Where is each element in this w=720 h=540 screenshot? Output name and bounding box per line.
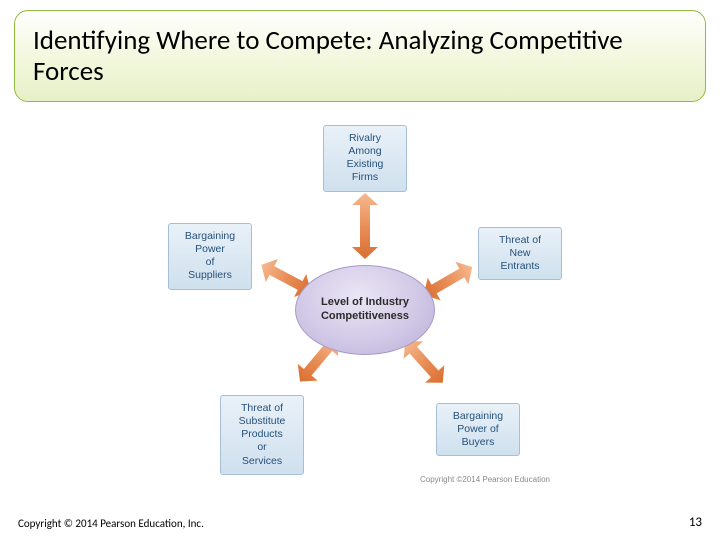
force-entrants: Threat ofNewEntrants: [478, 227, 562, 280]
footer-copyright: Copyright © 2014 Pearson Education, Inc.: [18, 517, 204, 530]
force-label: Threat ofNewEntrants: [499, 234, 541, 272]
force-buyers: BargainingPower ofBuyers: [436, 403, 520, 456]
force-label: Threat ofSubstituteProductsorServices: [239, 402, 286, 467]
diagram-copyright: Copyright ©2014 Pearson Education: [420, 475, 550, 484]
slide-title-box: Identifying Where to Compete: Analyzing …: [14, 10, 706, 102]
force-suppliers: BargainingPowerofSuppliers: [168, 223, 252, 290]
force-label: RivalryAmongExistingFirms: [347, 132, 384, 183]
arrow-rivalry: [352, 193, 378, 259]
center-label: Level of IndustryCompetitiveness: [321, 296, 409, 324]
slide-title: Identifying Where to Compete: Analyzing …: [33, 25, 687, 87]
force-label: BargainingPower ofBuyers: [453, 410, 503, 448]
forces-diagram: Level of IndustryCompetitiveness Rivalry…: [120, 115, 600, 495]
force-substitutes: Threat ofSubstituteProductsorServices: [220, 395, 304, 475]
force-rivalry: RivalryAmongExistingFirms: [323, 125, 407, 192]
center-node: Level of IndustryCompetitiveness: [295, 265, 435, 355]
slide-number: 13: [689, 515, 702, 530]
force-label: BargainingPowerofSuppliers: [185, 230, 235, 281]
